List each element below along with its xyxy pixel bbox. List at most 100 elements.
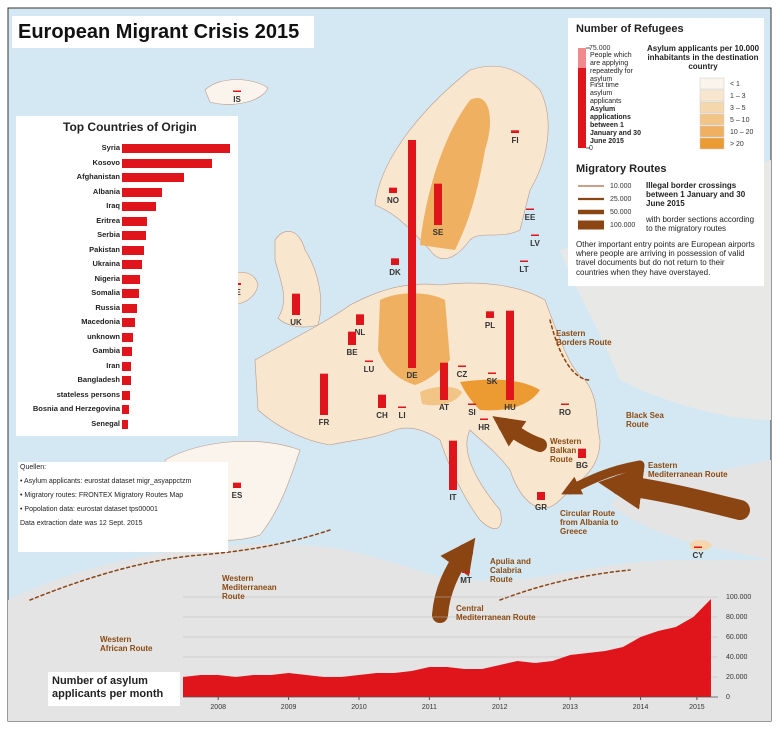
country-code: HR bbox=[478, 423, 490, 432]
x-tick-label: 2011 bbox=[422, 704, 437, 711]
country-code: CY bbox=[692, 551, 704, 560]
legend-repeated bbox=[578, 48, 586, 68]
country-bar bbox=[434, 183, 442, 225]
route-arrow bbox=[561, 460, 645, 495]
origin-label: Russia bbox=[95, 302, 120, 312]
map-bars: ISNOSEFIEELVLTDKIEUKNLBELUDEPLCZSKATHUFR… bbox=[179, 90, 704, 585]
x-tick-label: 2010 bbox=[351, 704, 367, 711]
country-code: AT bbox=[439, 403, 449, 412]
x-tick-label: 2013 bbox=[562, 704, 578, 711]
cyprus bbox=[690, 540, 712, 551]
origin-label: Somalia bbox=[91, 288, 120, 297]
origin-bar bbox=[122, 405, 129, 414]
country-bar bbox=[458, 365, 466, 367]
area bbox=[183, 599, 711, 697]
legend-repeated-label: People which are applying repeatedly for… bbox=[590, 52, 633, 84]
class-swatch bbox=[699, 101, 725, 114]
origin-label: Eritrea bbox=[96, 215, 120, 225]
origin-label: Pakistan bbox=[89, 244, 120, 254]
class-label: 3 – 5 bbox=[730, 105, 746, 112]
route-width-label: 100.000 bbox=[610, 222, 635, 229]
origin-bar bbox=[122, 173, 184, 182]
origin-label: Albania bbox=[92, 186, 120, 196]
source-line: • Migratory routes: FRONTEX Migratory Ro… bbox=[20, 492, 184, 499]
country-code: SI bbox=[468, 408, 476, 417]
country-bar bbox=[488, 372, 496, 374]
origin-bar bbox=[122, 260, 142, 269]
country-code: DE bbox=[406, 371, 418, 380]
origin-label: Macedonia bbox=[81, 317, 120, 326]
origin-bar bbox=[122, 202, 156, 211]
y-tick-label: 40.000 bbox=[726, 654, 748, 661]
route-arrow bbox=[598, 465, 750, 520]
origin-label: stateless persons bbox=[56, 389, 120, 399]
x-tick-label: 2009 bbox=[281, 704, 297, 711]
country-bar bbox=[320, 373, 328, 415]
route-label: Circular Route from Albania to Greece bbox=[560, 509, 619, 536]
source-line: • Popolation data: eurostat dataset tps0… bbox=[20, 506, 158, 513]
route-label: Western Mediterranean Route bbox=[222, 574, 277, 601]
origin-bar bbox=[122, 361, 131, 371]
route-line bbox=[549, 319, 591, 381]
country-code: GR bbox=[535, 503, 547, 512]
country-bar bbox=[391, 258, 399, 265]
origin-title: Top Countries of Origin bbox=[63, 120, 197, 134]
title-box: European Migrant Crisis 2015 bbox=[12, 16, 314, 48]
origin-label: Kosovo bbox=[92, 157, 120, 167]
origin-label: Iraq bbox=[106, 201, 120, 210]
country-bar bbox=[486, 311, 494, 318]
title: European Migrant Crisis 2015 bbox=[18, 21, 300, 43]
route-label: Eastern Mediterranean Route bbox=[648, 461, 728, 479]
class-swatch bbox=[699, 77, 725, 90]
class-label: < 1 bbox=[730, 81, 740, 88]
country-bar bbox=[356, 314, 364, 325]
route-line bbox=[29, 529, 331, 601]
route-line bbox=[499, 569, 631, 601]
origin-bar bbox=[122, 419, 128, 429]
country-bar bbox=[449, 440, 457, 490]
country-code: LT bbox=[519, 265, 528, 274]
origin-bar bbox=[122, 347, 132, 356]
route-arrows bbox=[29, 319, 750, 623]
country-bar bbox=[537, 492, 545, 500]
y-tick-label: 60.000 bbox=[726, 634, 748, 641]
country-code: IT bbox=[449, 493, 456, 502]
route-label: Apulia and Calabria Route bbox=[490, 557, 531, 584]
origin-label: Gambia bbox=[92, 346, 120, 355]
country-bar bbox=[365, 360, 373, 362]
country-code: IS bbox=[233, 95, 241, 104]
origin-bar bbox=[122, 289, 139, 298]
country-code: LV bbox=[530, 239, 540, 248]
monthly-chart: 0 20.000 40.000 60.000 80.000 100.000 2008 2009… bbox=[183, 594, 751, 711]
origin-label: Serbia bbox=[97, 230, 120, 239]
country-code: BG bbox=[576, 461, 588, 470]
country-bar bbox=[468, 403, 476, 405]
legend-scale-bar bbox=[578, 48, 586, 148]
country-bar bbox=[233, 90, 241, 92]
country-code: NL bbox=[355, 328, 366, 337]
y-tick-label: 100.000 bbox=[726, 594, 751, 601]
routes-heading: Illegal border crossings between 1 Janua… bbox=[646, 181, 746, 209]
x-tick-label: 2008 bbox=[210, 704, 226, 711]
country-code: CZ bbox=[457, 370, 468, 379]
country-bar bbox=[408, 140, 416, 368]
class-swatch bbox=[699, 125, 725, 138]
origin-bar bbox=[122, 390, 130, 400]
class-label: 5 – 10 bbox=[730, 117, 750, 124]
country-bar bbox=[520, 260, 528, 262]
sources: Quellen: • Asylum applicants: eurostat da… bbox=[18, 462, 228, 552]
source-line: Data extraction date was 12 Sept. 2015 bbox=[20, 520, 143, 527]
country-code: SE bbox=[433, 228, 444, 237]
origin-bar bbox=[122, 231, 146, 240]
origin-bar bbox=[122, 318, 135, 327]
country-code: MT bbox=[460, 576, 472, 585]
country-code: HU bbox=[504, 403, 516, 412]
route-width-label: 50.000 bbox=[610, 209, 632, 216]
y-tick-label: 0 bbox=[726, 694, 730, 701]
origin-bar bbox=[122, 332, 133, 342]
country-code: RO bbox=[559, 408, 571, 417]
origin-bar bbox=[122, 303, 137, 313]
legend-period: Asylum applications between 1 January an… bbox=[590, 106, 641, 146]
route-label: Central Mediterranean Route bbox=[456, 604, 536, 622]
x-tick-label: 2015 bbox=[689, 704, 705, 711]
